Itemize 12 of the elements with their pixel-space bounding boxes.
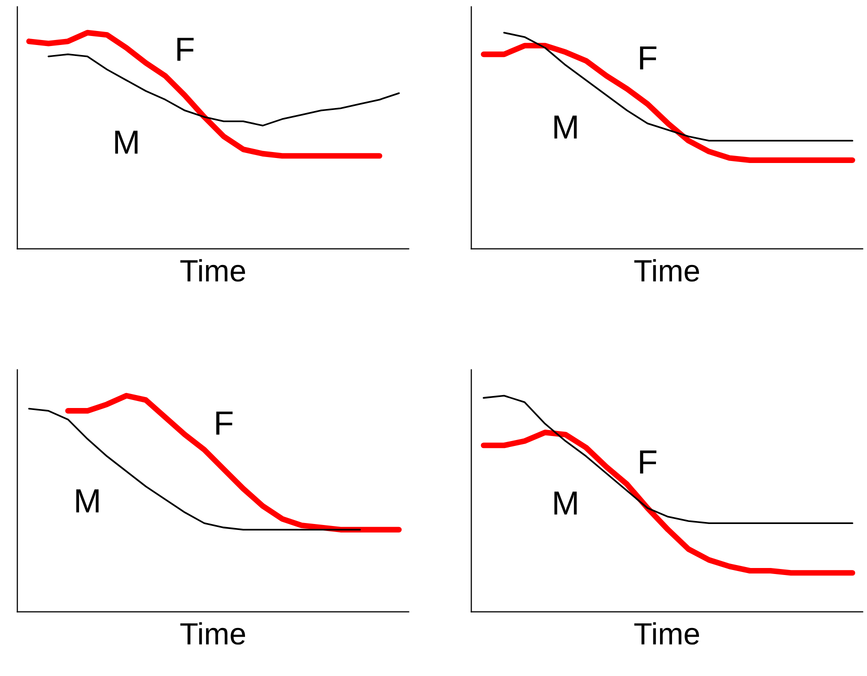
x-axis-title: Time xyxy=(180,259,246,282)
series-label: M xyxy=(115,130,138,154)
series-label: F xyxy=(640,46,656,70)
series-label: F xyxy=(177,38,194,61)
series-label: F xyxy=(216,412,233,435)
x-axis-title: Time xyxy=(180,622,246,645)
series-label: M xyxy=(554,116,577,139)
series-label: M xyxy=(554,492,577,515)
series-label: M xyxy=(76,489,99,512)
x-axis-title: Time xyxy=(634,259,700,282)
series-label: F xyxy=(640,450,656,474)
x-axis-title: Time xyxy=(634,622,700,645)
